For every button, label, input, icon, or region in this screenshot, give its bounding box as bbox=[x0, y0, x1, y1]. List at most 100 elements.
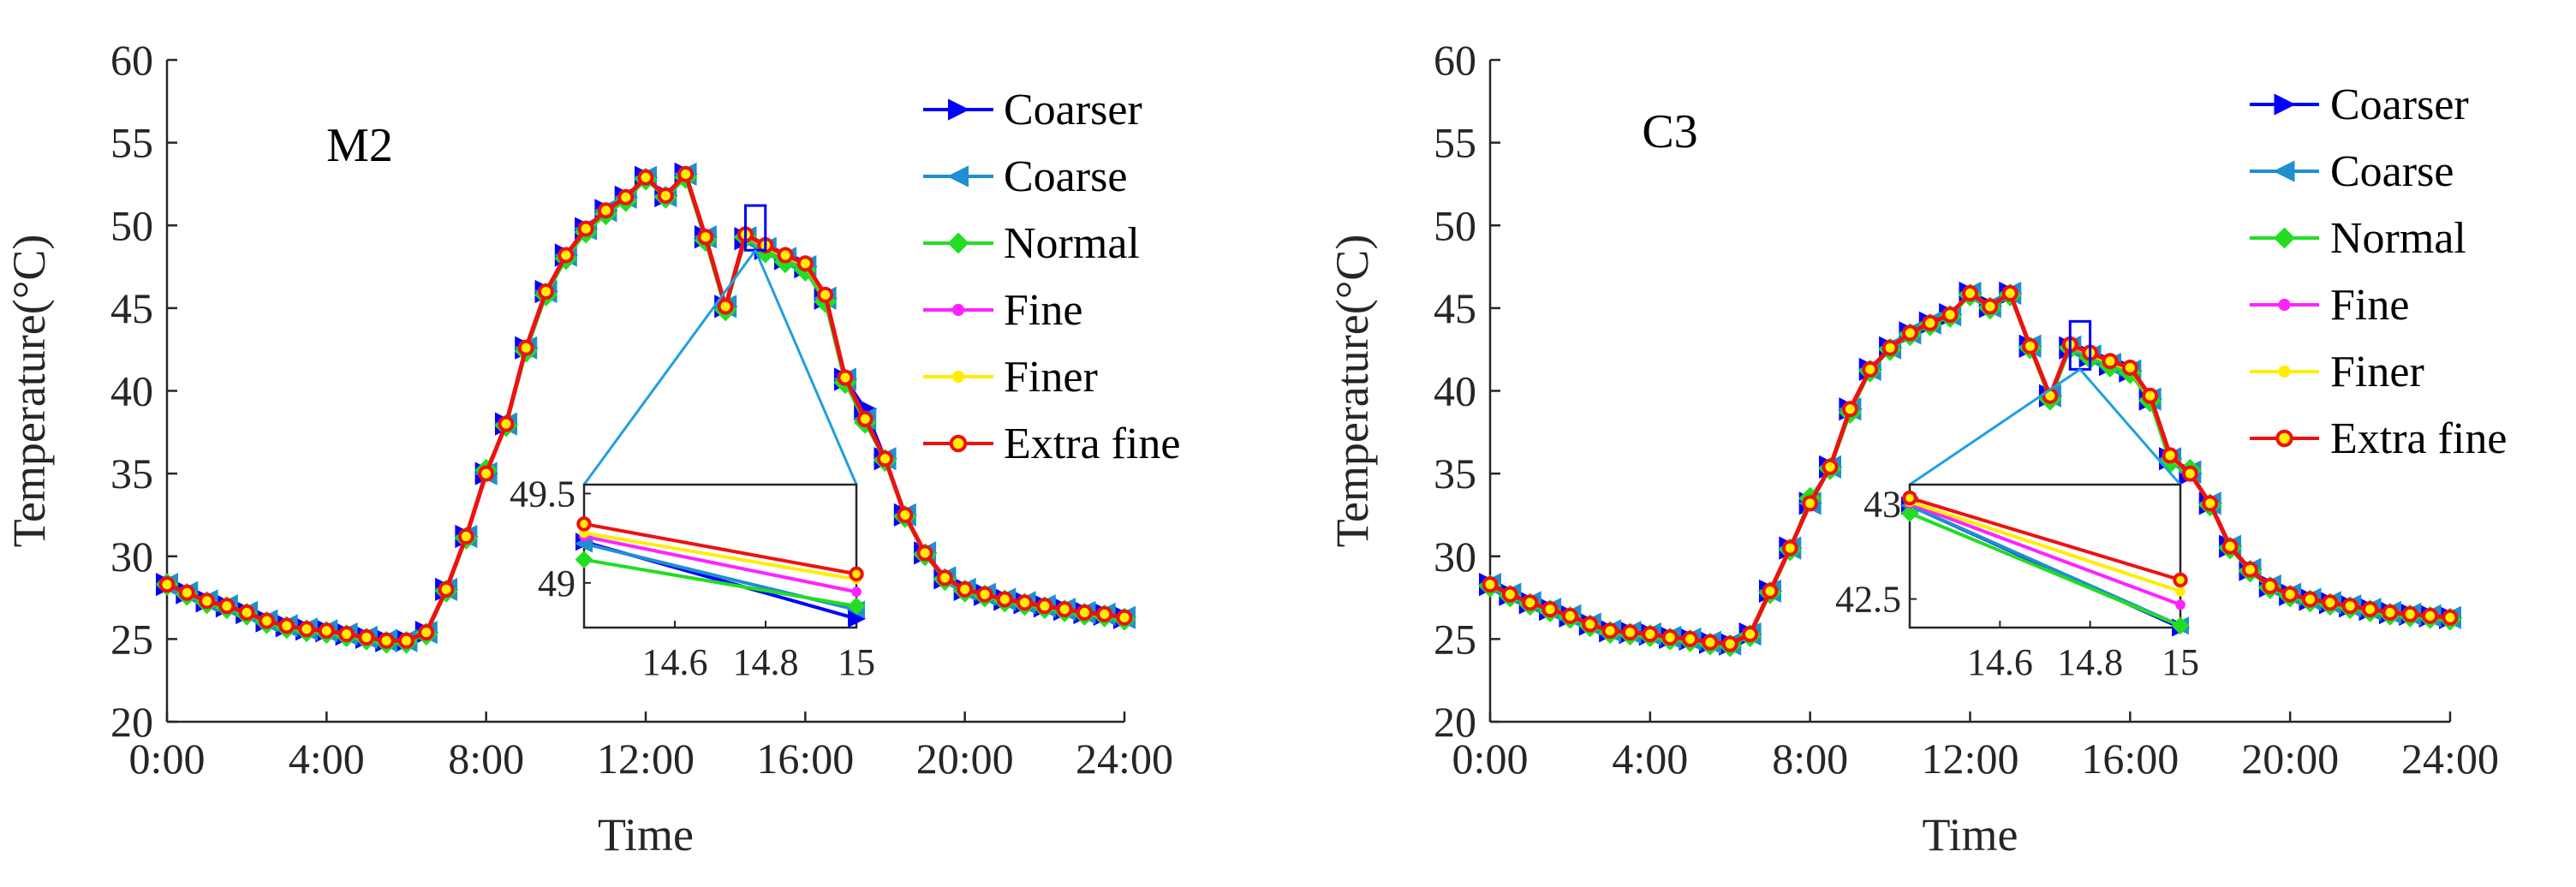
legend-entry: Fine bbox=[2250, 281, 2409, 330]
y-tick-label: 40 bbox=[1434, 367, 1476, 415]
y-tick-label: 25 bbox=[110, 615, 153, 663]
inset-fine-line bbox=[583, 534, 857, 594]
inset-point bbox=[2175, 599, 2185, 610]
data-point bbox=[617, 188, 635, 205]
data-point bbox=[298, 621, 315, 638]
inset-point bbox=[575, 551, 593, 569]
data-point bbox=[2362, 601, 2379, 618]
data-point bbox=[2322, 594, 2339, 611]
legend-label: Coarser bbox=[1004, 86, 1142, 134]
data-point bbox=[1742, 626, 1759, 643]
x-tick-label: 24:00 bbox=[1076, 735, 1173, 783]
x-axis-label: Time bbox=[1922, 809, 2018, 860]
x-tick-label: 8:00 bbox=[1772, 735, 1848, 783]
legend-label: Coarse bbox=[1004, 152, 1127, 201]
legend-marker bbox=[2274, 93, 2296, 116]
y-tick-label: 45 bbox=[110, 284, 153, 332]
data-point bbox=[398, 632, 414, 649]
legend-label: Extra fine bbox=[1004, 420, 1180, 468]
data-point bbox=[558, 247, 575, 264]
legend-entry: Extra fine bbox=[2250, 414, 2507, 463]
data-point bbox=[916, 545, 933, 562]
data-point bbox=[1116, 609, 1133, 626]
y-tick-label: 55 bbox=[110, 119, 153, 167]
y-tick-label: 20 bbox=[1434, 698, 1476, 746]
legend-entry: Normal bbox=[2250, 214, 2466, 263]
legend-marker bbox=[2278, 298, 2291, 312]
legend-entry: Finer bbox=[923, 353, 1098, 402]
data-point bbox=[1841, 401, 1858, 418]
panel-title: M2 bbox=[326, 119, 393, 172]
x-tick-label: 12:00 bbox=[1922, 735, 2019, 783]
y-tick-label: 45 bbox=[1434, 284, 1476, 332]
legend-entry: Coarse bbox=[2250, 147, 2454, 196]
x-tick-label: 0:00 bbox=[1452, 735, 1529, 783]
data-point bbox=[1522, 594, 1539, 611]
data-point bbox=[358, 628, 375, 646]
legend-label: Finer bbox=[1004, 353, 1098, 402]
chart-panel-c3: 20 25 30 35 40 45 50 55 60 0:00 4:00 8:00 12:00 16:00… bbox=[1327, 36, 2507, 860]
data-point bbox=[2001, 284, 2018, 301]
data-point bbox=[517, 339, 534, 356]
inset-point bbox=[2175, 586, 2185, 597]
inset-normal-line bbox=[583, 557, 857, 608]
y-tick-label: 60 bbox=[110, 36, 153, 84]
inset-point bbox=[2173, 572, 2188, 588]
inset-frame bbox=[1908, 483, 2182, 629]
data-point bbox=[218, 598, 236, 615]
data-point bbox=[1076, 604, 1093, 621]
x-tick-label: 0:00 bbox=[129, 735, 206, 783]
data-point bbox=[178, 584, 195, 601]
data-point bbox=[338, 626, 355, 643]
inset-fine-line bbox=[1909, 502, 2181, 607]
inset-zoom-plot: 14.6 14.8 15 42.5 43 bbox=[1835, 483, 2199, 683]
data-point bbox=[1661, 628, 1679, 646]
legend-entry: Extra fine bbox=[923, 420, 1180, 468]
data-point bbox=[158, 576, 176, 593]
y-tick-label: 25 bbox=[1434, 615, 1476, 663]
y-tick-label: 50 bbox=[1434, 201, 1476, 249]
data-point bbox=[2181, 465, 2198, 482]
zoom-connector-left bbox=[1909, 368, 2081, 486]
legend-marker bbox=[948, 98, 970, 121]
legend-entry: Fine bbox=[923, 286, 1082, 335]
data-point bbox=[238, 604, 255, 621]
legend-marker bbox=[2274, 227, 2295, 249]
inset-x-tick-label: 15 bbox=[2162, 641, 2199, 683]
data-point bbox=[2102, 353, 2119, 370]
data-point bbox=[438, 580, 455, 598]
x-tick-label: 4:00 bbox=[289, 735, 365, 783]
data-point bbox=[1501, 586, 1518, 603]
data-point bbox=[2142, 387, 2159, 404]
inset-y-tick-label: 49.5 bbox=[510, 473, 575, 515]
data-point bbox=[1056, 601, 1073, 618]
data-point bbox=[418, 624, 435, 641]
x-tick-label: 16:00 bbox=[756, 735, 854, 783]
data-point bbox=[2202, 495, 2219, 512]
data-point bbox=[1962, 284, 1978, 301]
y-tick-label: 55 bbox=[1434, 119, 1476, 167]
data-point bbox=[897, 506, 914, 523]
x-tick-label: 12:00 bbox=[597, 735, 695, 783]
inset-x-tick-label: 14.8 bbox=[2057, 641, 2123, 683]
inset-point bbox=[2171, 616, 2190, 635]
data-point bbox=[457, 528, 474, 545]
y-axis-label: Temperature(°C) bbox=[1327, 235, 1378, 548]
legend: Coarser Coarse Normal Fine Finer Extra fine bbox=[923, 86, 1180, 468]
data-point bbox=[1721, 635, 1738, 652]
y-tick-label: 30 bbox=[1434, 533, 1476, 580]
legend: Coarser Coarse Normal Fine Finer Extra fine bbox=[2250, 80, 2507, 463]
data-point bbox=[278, 617, 295, 634]
data-point bbox=[1702, 634, 1719, 651]
y-axis-label: Temperature(°C) bbox=[3, 235, 55, 548]
legend-label: Finer bbox=[2330, 348, 2424, 396]
legend-marker bbox=[2278, 365, 2291, 378]
data-point bbox=[1582, 616, 1599, 633]
chart-panel-m2: 20 25 30 35 40 45 50 55 60 0:00 4:00 8:00 12:00 16:00… bbox=[3, 36, 1180, 860]
data-point bbox=[577, 220, 594, 237]
data-point bbox=[837, 369, 854, 386]
legend-label: Coarser bbox=[2330, 80, 2469, 129]
data-point bbox=[2121, 359, 2138, 376]
data-point bbox=[478, 465, 495, 482]
